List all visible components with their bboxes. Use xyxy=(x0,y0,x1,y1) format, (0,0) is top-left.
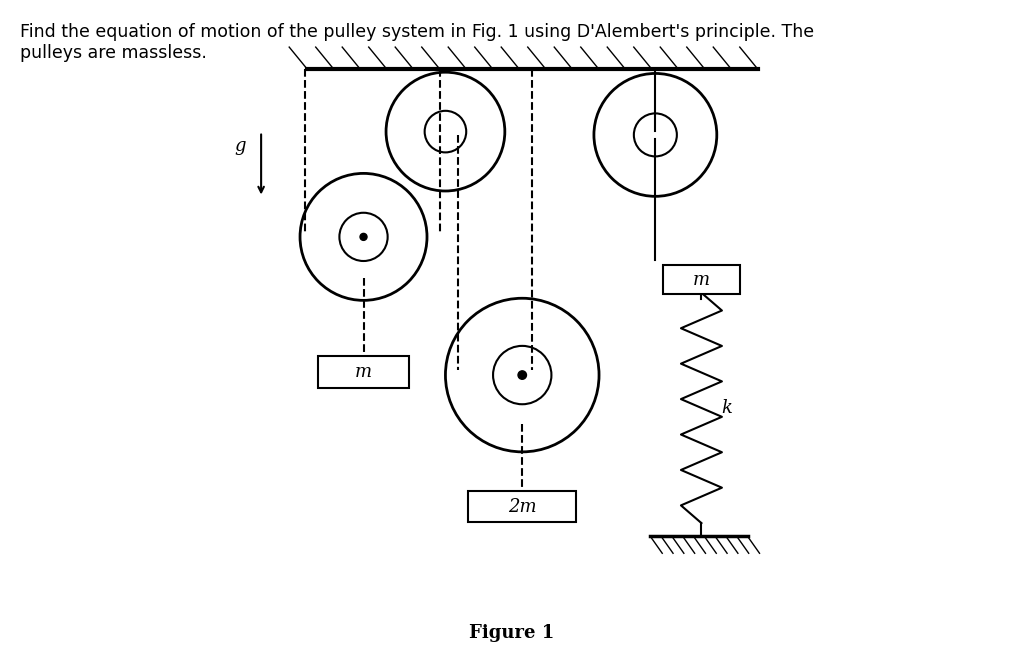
Text: 2m: 2m xyxy=(508,497,537,516)
Text: m: m xyxy=(693,270,710,289)
Bar xyxy=(469,491,575,522)
Text: m: m xyxy=(355,363,372,381)
Text: Figure 1: Figure 1 xyxy=(469,624,555,642)
Bar xyxy=(318,356,409,388)
Text: Find the equation of motion of the pulley system in Fig. 1 using D'Alembert's pr: Find the equation of motion of the pulle… xyxy=(20,23,815,62)
Bar xyxy=(664,265,739,295)
Circle shape xyxy=(360,234,367,240)
Text: g: g xyxy=(234,137,246,155)
Circle shape xyxy=(518,371,526,379)
Text: k: k xyxy=(722,399,732,417)
